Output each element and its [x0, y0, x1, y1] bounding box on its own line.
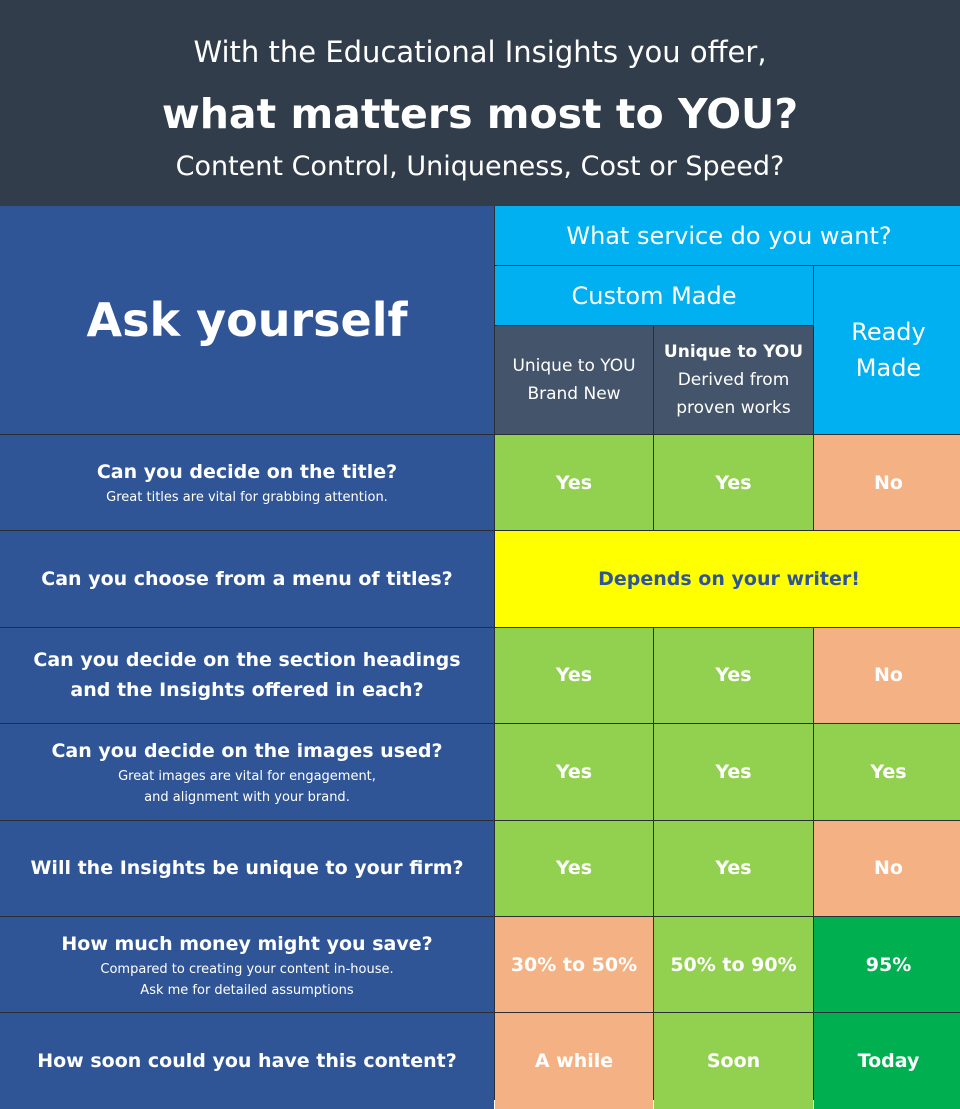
answer-cell: Yes — [495, 724, 653, 820]
question-subtext: and alignment with your brand. — [144, 789, 350, 805]
answer-cell: Yes — [654, 627, 813, 724]
question-text: and the Insights offered in each? — [70, 679, 424, 702]
merged-answer-cell: Depends on your writer! — [495, 531, 960, 627]
answer-cell: 30% to 50% — [495, 916, 653, 1013]
answer-cell: 95% — [814, 916, 960, 1013]
column-header-line: proven works — [676, 398, 791, 418]
custom-made-header: Custom Made — [495, 266, 813, 325]
answer-cell: Yes — [654, 820, 813, 916]
column-header-line: Derived from — [677, 370, 790, 390]
answer-cell: No — [814, 435, 960, 531]
answer-cell: 50% to 90% — [654, 916, 813, 1013]
answer-cell: Today — [814, 1013, 960, 1109]
service-header: What service do you want? — [495, 206, 960, 265]
question-subtext: Great titles are vital for grabbing atte… — [106, 490, 388, 506]
answer-cell: Yes — [654, 435, 813, 531]
question-text: Can you decide on the title? — [96, 461, 398, 484]
ask-yourself-heading: Ask yourself — [0, 206, 494, 434]
answer-cell: No — [814, 627, 960, 724]
question-text: Will the Insights be unique to your firm… — [30, 857, 464, 880]
question-subtext: Compared to creating your content in-hou… — [100, 961, 394, 977]
question-text: Can you decide on the section headings — [33, 649, 461, 672]
question-cell: Will the Insights be unique to your firm… — [0, 820, 494, 916]
question-cell: Can you decide on the images used? Great… — [0, 724, 494, 820]
column-header-line: Unique to YOU — [663, 342, 804, 362]
title-banner: With the Educational Insights you offer,… — [0, 0, 960, 206]
column-header-line: Unique to YOU — [512, 356, 636, 376]
answer-cell: Yes — [654, 724, 813, 820]
question-text: How soon could you have this content? — [37, 1050, 457, 1073]
answer-cell: Yes — [495, 627, 653, 724]
ready-made-header: Ready Made — [814, 266, 960, 434]
answer-cell: Yes — [495, 820, 653, 916]
column-header-derived: Unique to YOU Derived from proven works — [654, 326, 813, 434]
question-text: Can you choose from a menu of titles? — [41, 568, 453, 591]
banner-line-1: With the Educational Insights you offer, — [193, 35, 767, 69]
question-text: How much money might you save? — [61, 932, 433, 955]
comparison-table: Ask yourself What service do you want? C… — [0, 206, 960, 1109]
ready-made-line-1: Ready — [851, 318, 926, 346]
question-cell: Can you decide on the section headings a… — [0, 627, 494, 724]
answer-cell: Yes — [495, 435, 653, 531]
question-cell: Can you decide on the title? Great title… — [0, 435, 494, 531]
question-cell: How soon could you have this content? — [0, 1013, 494, 1109]
question-cell: How much money might you save? Compared … — [0, 916, 494, 1013]
answer-cell: No — [814, 820, 960, 916]
answer-cell: Yes — [814, 724, 960, 820]
column-header-brand-new: Unique to YOU Brand New — [495, 326, 653, 434]
answer-cell: A while — [495, 1013, 653, 1109]
question-text: Can you decide on the images used? — [51, 739, 443, 762]
banner-headline: what matters most to YOU? — [161, 90, 799, 138]
question-cell: Can you choose from a menu of titles? — [0, 531, 494, 627]
ready-made-line-2: Made — [855, 354, 922, 382]
question-subtext: Great images are vital for engagement, — [118, 768, 376, 784]
answer-cell: Soon — [654, 1013, 813, 1109]
question-subtext: Ask me for detailed assumptions — [140, 982, 354, 998]
banner-line-3: Content Control, Uniqueness, Cost or Spe… — [175, 151, 785, 182]
column-header-line: Brand New — [527, 384, 621, 404]
